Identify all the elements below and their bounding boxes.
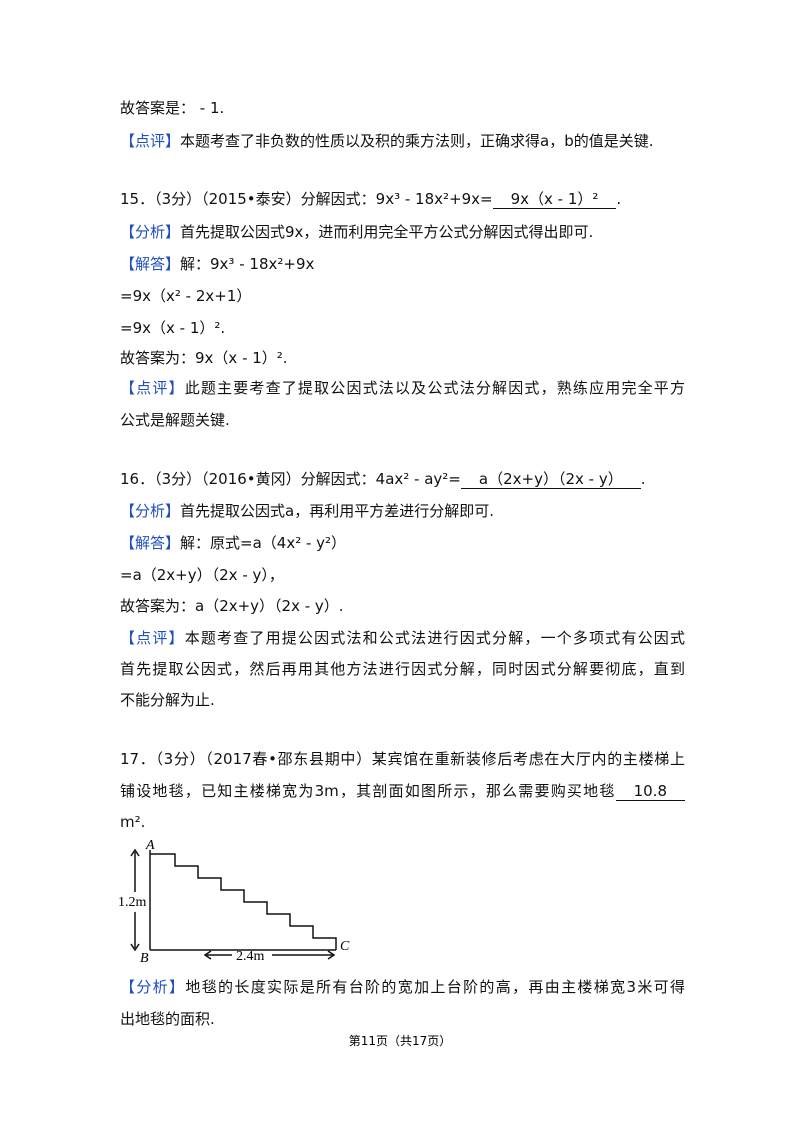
text-line: m². [120, 812, 145, 832]
text: 不能分解为止. [120, 691, 215, 709]
text-line: 不能分解为止. [120, 690, 215, 710]
section-tag: 【分析】 [120, 223, 181, 241]
text: . [640, 470, 646, 488]
text: m². [120, 813, 146, 831]
text: 故答案为：a（2x+y）（2x - y）. [120, 597, 344, 615]
text-line: 15．（3分）（2015•泰安）分解因式：9x³ - 18x²+9x= 9x（x … [120, 189, 621, 209]
section-tag: 【点评】 [120, 629, 185, 647]
text: 故答案为：9x（x - 1）². [120, 349, 288, 367]
text: =9x（x - 1）². [120, 319, 226, 337]
label-c: C [340, 939, 350, 954]
text: 首先提取公因式9x，进而利用完全平方公式分解因式得出即可. [180, 223, 594, 241]
text-line: 【分析】地毯的长度实际是所有台阶的宽加上台阶的高，再由主楼梯宽3米可得 [120, 977, 685, 997]
text-line: 故答案为：9x（x - 1）². [120, 348, 288, 368]
text-line: =a（2x+y）（2x - y）， [120, 565, 284, 585]
text: 解：9x³ - 18x²+9x [180, 255, 315, 273]
text: 故答案是： - 1. [120, 99, 225, 117]
text-line: 【分析】首先提取公因式a，再利用平方差进行分解即可. [120, 501, 494, 521]
text: =9x（x² - 2x+1） [120, 287, 252, 305]
text-line: 【分析】首先提取公因式9x，进而利用完全平方公式分解因式得出即可. [120, 222, 593, 242]
text: 出地毯的面积. [120, 1010, 215, 1028]
section-tag: 【点评】 [120, 132, 181, 150]
text-line: 【点评】本题考查了非负数的性质以及积的乘方法则，正确求得a，b的值是关键. [120, 131, 654, 151]
text: 17．（3分）（2017春•邵东县期中）某宾馆在重新装修后考虑在大厅内的主楼梯上 [120, 750, 685, 768]
text: 本题考查了非负数的性质以及积的乘方法则，正确求得a，b的值是关键. [180, 132, 654, 150]
text: . [616, 190, 622, 208]
text: 15．（3分）（2015•泰安）分解因式：9x³ - 18x²+9x= [120, 190, 493, 208]
answer: 10.8 [615, 782, 685, 801]
section-tag: 【解答】 [120, 255, 181, 273]
text: 公式是解题关键. [120, 411, 230, 429]
text-line: 【点评】本题考查了用提公因式法和公式法进行因式分解，一个多项式有公因式 [120, 628, 685, 648]
footer: 第11页（共17页） [348, 1034, 452, 1048]
label-height: 1.2m [118, 895, 147, 910]
text-line: 故答案为：a（2x+y）（2x - y）. [120, 596, 344, 616]
label-a: A [145, 838, 155, 853]
text-line: 故答案是： - 1. [120, 98, 224, 118]
text: =a（2x+y）（2x - y）， [120, 566, 284, 584]
text: 地毯的长度实际是所有台阶的宽加上台阶的高，再由主楼梯宽3米可得 [185, 978, 685, 996]
text: 铺设地毯，已知主楼梯宽为3m，其剖面如图所示，那么需要购买地毯 [120, 782, 616, 800]
answer: a（2x+y）（2x - y） [460, 470, 641, 489]
text: 解：原式=a（4x² - y²） [180, 534, 347, 552]
answer: 9x（x - 1）² [492, 190, 617, 209]
text: 此题主要考查了提取公因式法以及公式法分解因式，熟练应用完全平方 [184, 379, 685, 397]
section-tag: 【分析】 [120, 978, 186, 996]
text: 16．（3分）（2016•黄冈）分解因式：4ax² - ay²= [120, 470, 461, 488]
text: 首先提取公因式，然后再用其他方法进行因式分解，同时因式分解要彻底，直到 [120, 660, 685, 678]
text-line: 铺设地毯，已知主楼梯宽为3m，其剖面如图所示，那么需要购买地毯 10.8 [120, 781, 685, 801]
text-line: 16．（3分）（2016•黄冈）分解因式：4ax² - ay²= a（2x+y）（… [120, 469, 645, 489]
text-line: 【解答】解：9x³ - 18x²+9x [120, 254, 314, 274]
text-line: 出地毯的面积. [120, 1009, 215, 1029]
label-b: B [140, 951, 149, 966]
text-line: 【点评】此题主要考查了提取公因式法以及公式法分解因式，熟练应用完全平方 [120, 378, 685, 398]
text-line: 【解答】解：原式=a（4x² - y²） [120, 533, 346, 553]
text-line: =9x（x - 1）². [120, 318, 225, 338]
text-line: 公式是解题关键. [120, 410, 230, 430]
label-width: 2.4m [236, 949, 265, 964]
text: 本题考查了用提公因式法和公式法进行因式分解，一个多项式有公因式 [184, 629, 685, 647]
section-tag: 【分析】 [120, 502, 181, 520]
text-line: =9x（x² - 2x+1） [120, 286, 251, 306]
section-tag: 【点评】 [120, 379, 185, 397]
text-line: 首先提取公因式，然后再用其他方法进行因式分解，同时因式分解要彻底，直到 [120, 659, 685, 679]
section-tag: 【解答】 [120, 534, 181, 552]
text: 首先提取公因式a，再利用平方差进行分解即可. [180, 502, 494, 520]
text-line: 17．（3分）（2017春•邵东县期中）某宾馆在重新装修后考虑在大厅内的主楼梯上 [120, 749, 685, 769]
